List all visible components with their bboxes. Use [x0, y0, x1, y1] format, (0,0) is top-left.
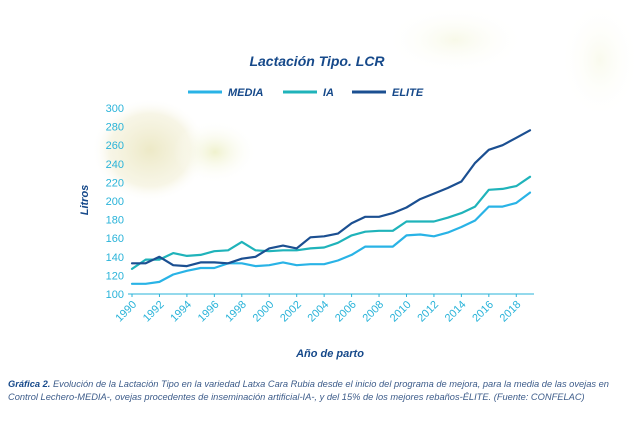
series-line-elite [130, 129, 532, 268]
x-tick-label: 1994 [168, 299, 194, 325]
legend: MEDIA IA ELITE [188, 87, 424, 99]
x-tick-label: 1990 [113, 299, 139, 325]
legend-label: IA [323, 87, 334, 99]
x-tick-label: 2004 [306, 299, 332, 325]
x-tick-label: 2016 [470, 299, 496, 325]
background-blob [173, 120, 257, 184]
background-blob [92, 98, 208, 202]
x-axis: 1990 1992 1994 1996 1998 2000 2002 2004 2006 2008… [113, 293, 534, 325]
x-tick-label: 1998 [223, 299, 249, 325]
legend-label: ELITE [392, 87, 424, 99]
caption-text: Evolución de la Lactación Tipo en la var… [8, 379, 609, 402]
x-tick-label: 2014 [443, 299, 469, 325]
x-tick-label: 1996 [196, 299, 222, 325]
background-blob [560, 0, 634, 120]
x-tick-label: 2000 [251, 299, 277, 325]
y-tick-label: 220 [106, 177, 124, 189]
y-tick-label: 240 [106, 159, 124, 171]
x-tick-label: 2018 [498, 299, 524, 325]
series-line-ia [130, 175, 532, 270]
y-tick-label: 160 [106, 233, 124, 245]
chart-title: Lactación Tipo. LCR [249, 53, 385, 69]
x-tick-label: 2010 [388, 299, 414, 325]
y-tick-label: 100 [106, 289, 124, 301]
background-decoration [92, 0, 634, 202]
x-tick-label: 2002 [278, 299, 304, 325]
y-tick-label: 140 [106, 252, 124, 264]
legend-label: MEDIA [228, 87, 264, 99]
y-axis: 100 120 140 160 180 200 220 240 260 280 300 [106, 103, 124, 301]
x-tick-label: 2008 [360, 299, 386, 325]
series-lines [130, 129, 532, 285]
series-line-media [130, 191, 532, 285]
y-tick-label: 120 [106, 270, 124, 282]
x-tick-label: 2012 [415, 299, 441, 325]
y-tick-label: 280 [106, 122, 124, 134]
x-tick-label: 1992 [141, 299, 167, 325]
x-tick-label: 2006 [333, 299, 359, 325]
y-tick-label: 300 [106, 103, 124, 115]
background-blob [385, 6, 525, 74]
caption-label: Gráfica 2. [8, 379, 51, 389]
y-tick-label: 260 [106, 140, 124, 152]
y-tick-label: 200 [106, 196, 124, 208]
y-axis-label: Litros [79, 185, 91, 216]
y-tick-label: 180 [106, 215, 124, 227]
figure-caption: Gráfica 2. Evolución de la Lactación Tip… [8, 378, 630, 404]
x-axis-label: Año de parto [295, 348, 364, 360]
line-chart: Lactación Tipo. LCR MEDIA IA ELITE 1001201… [79, 0, 634, 360]
